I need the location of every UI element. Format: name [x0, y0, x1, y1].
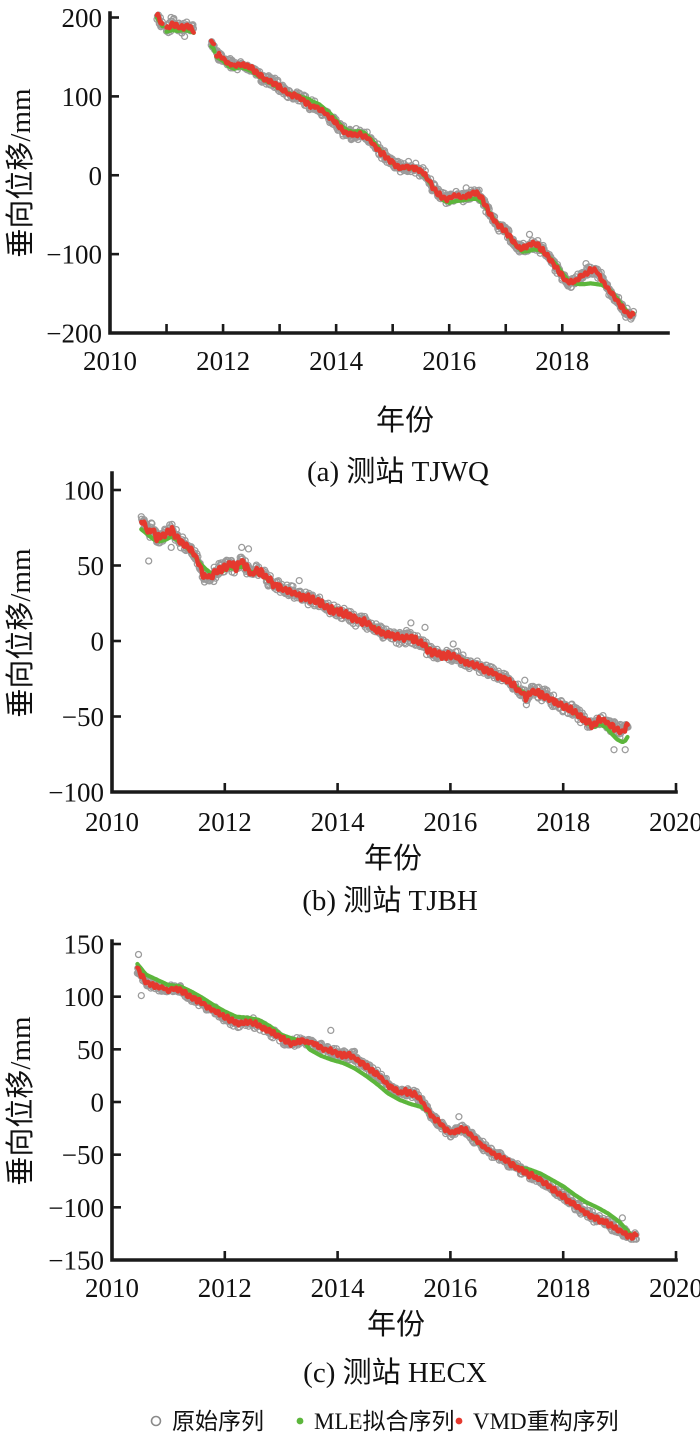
- x-tick-label: 2020: [649, 1273, 700, 1303]
- x-tick-label: 2010: [85, 1273, 139, 1303]
- chart-a-y-axis-title: 垂向位移/mm: [4, 88, 37, 258]
- x-tick-label: 2010: [83, 346, 137, 376]
- x-tick-label: 2014: [311, 1273, 366, 1303]
- chart-b-y-axis-title: 垂向位移/mm: [4, 548, 37, 718]
- chart-a-caption: (a) 测站 TJWQ: [307, 455, 489, 488]
- x-tick-label: 2016: [423, 1273, 477, 1303]
- y-tick-label: −100: [46, 240, 102, 270]
- chart-a-x-axis-title: 年份: [376, 404, 434, 437]
- legend-label-vmd: VMD重构序列: [473, 1409, 619, 1434]
- x-tick-label: 2016: [422, 346, 476, 376]
- legend: 原始序列 MLE拟合序列 VMD重构序列: [150, 1409, 619, 1434]
- y-tick-label: 0: [89, 161, 103, 191]
- y-tick-label: −100: [48, 778, 104, 808]
- y-tick-label: 150: [64, 930, 105, 960]
- legend-marker-original-circle-icon: [150, 1415, 162, 1427]
- legend-label-original: 原始序列: [172, 1409, 264, 1434]
- y-tick-label: 200: [62, 3, 103, 33]
- chart-b-caption: (b) 测站 TJBH: [302, 884, 478, 917]
- chart-c-y-axis-title: 垂向位移/mm: [4, 1016, 37, 1186]
- x-tick-label: 2010: [85, 807, 139, 837]
- y-tick-label: 0: [91, 1088, 105, 1118]
- vmd-line-series: [135, 965, 639, 1241]
- legend-marker-vmd-dot-icon: [455, 1417, 463, 1425]
- x-tick-label: 2012: [198, 807, 252, 837]
- y-tick-label: 100: [62, 82, 103, 112]
- chart-c-caption: (c) 测站 HECX: [303, 1356, 487, 1389]
- x-tick-label: 2018: [536, 807, 590, 837]
- y-tick-label: 50: [77, 1035, 104, 1065]
- x-tick-labels: 2010 2012 2014 2016 2018: [83, 346, 589, 376]
- y-tick-label: −50: [62, 1140, 104, 1170]
- chart-b-x-axis-title: 年份: [364, 842, 422, 875]
- chart-c-x-axis-title: 年份: [367, 1308, 425, 1341]
- y-tick-label: −100: [48, 1193, 104, 1223]
- legend-label-mle: MLE拟合序列: [314, 1409, 455, 1434]
- x-tick-label: 2018: [535, 346, 589, 376]
- y-tick-label: −50: [62, 702, 104, 732]
- y-tick-label: 100: [64, 476, 105, 506]
- y-tick-label: 50: [77, 551, 104, 581]
- x-tick-label: 2012: [196, 346, 250, 376]
- axes: [110, 939, 678, 1262]
- x-tick-label: 2014: [309, 346, 364, 376]
- x-tick-label: 2012: [198, 1273, 252, 1303]
- axes: [108, 11, 670, 335]
- y-tick-labels: 200 100 0 −100 −200: [46, 3, 102, 349]
- y-tick-label: 100: [64, 982, 105, 1012]
- x-tick-label: 2014: [311, 807, 366, 837]
- x-tick-label: 2020: [649, 807, 700, 837]
- axes: [110, 471, 678, 794]
- x-tick-labels: 2010 2012 2014 2016 2018 2020: [85, 807, 700, 837]
- x-tick-label: 2016: [423, 807, 477, 837]
- x-tick-label: 2018: [536, 1273, 590, 1303]
- y-tick-labels: 100 50 0 −50 −100: [48, 476, 104, 808]
- y-tick-label: 0: [91, 627, 105, 657]
- vmd-line-series: [139, 519, 630, 736]
- y-tick-labels: 150 100 50 0 −50 −100 −150: [48, 930, 104, 1276]
- legend-marker-mle-dot-icon: [296, 1417, 304, 1425]
- y-tick-label: −200: [46, 319, 102, 349]
- x-tick-labels: 2010 2012 2014 2016 2018 2020: [85, 1273, 700, 1303]
- vmd-line-series: [154, 11, 636, 319]
- y-tick-label: −150: [48, 1246, 104, 1276]
- mle-line-series: [135, 961, 639, 1237]
